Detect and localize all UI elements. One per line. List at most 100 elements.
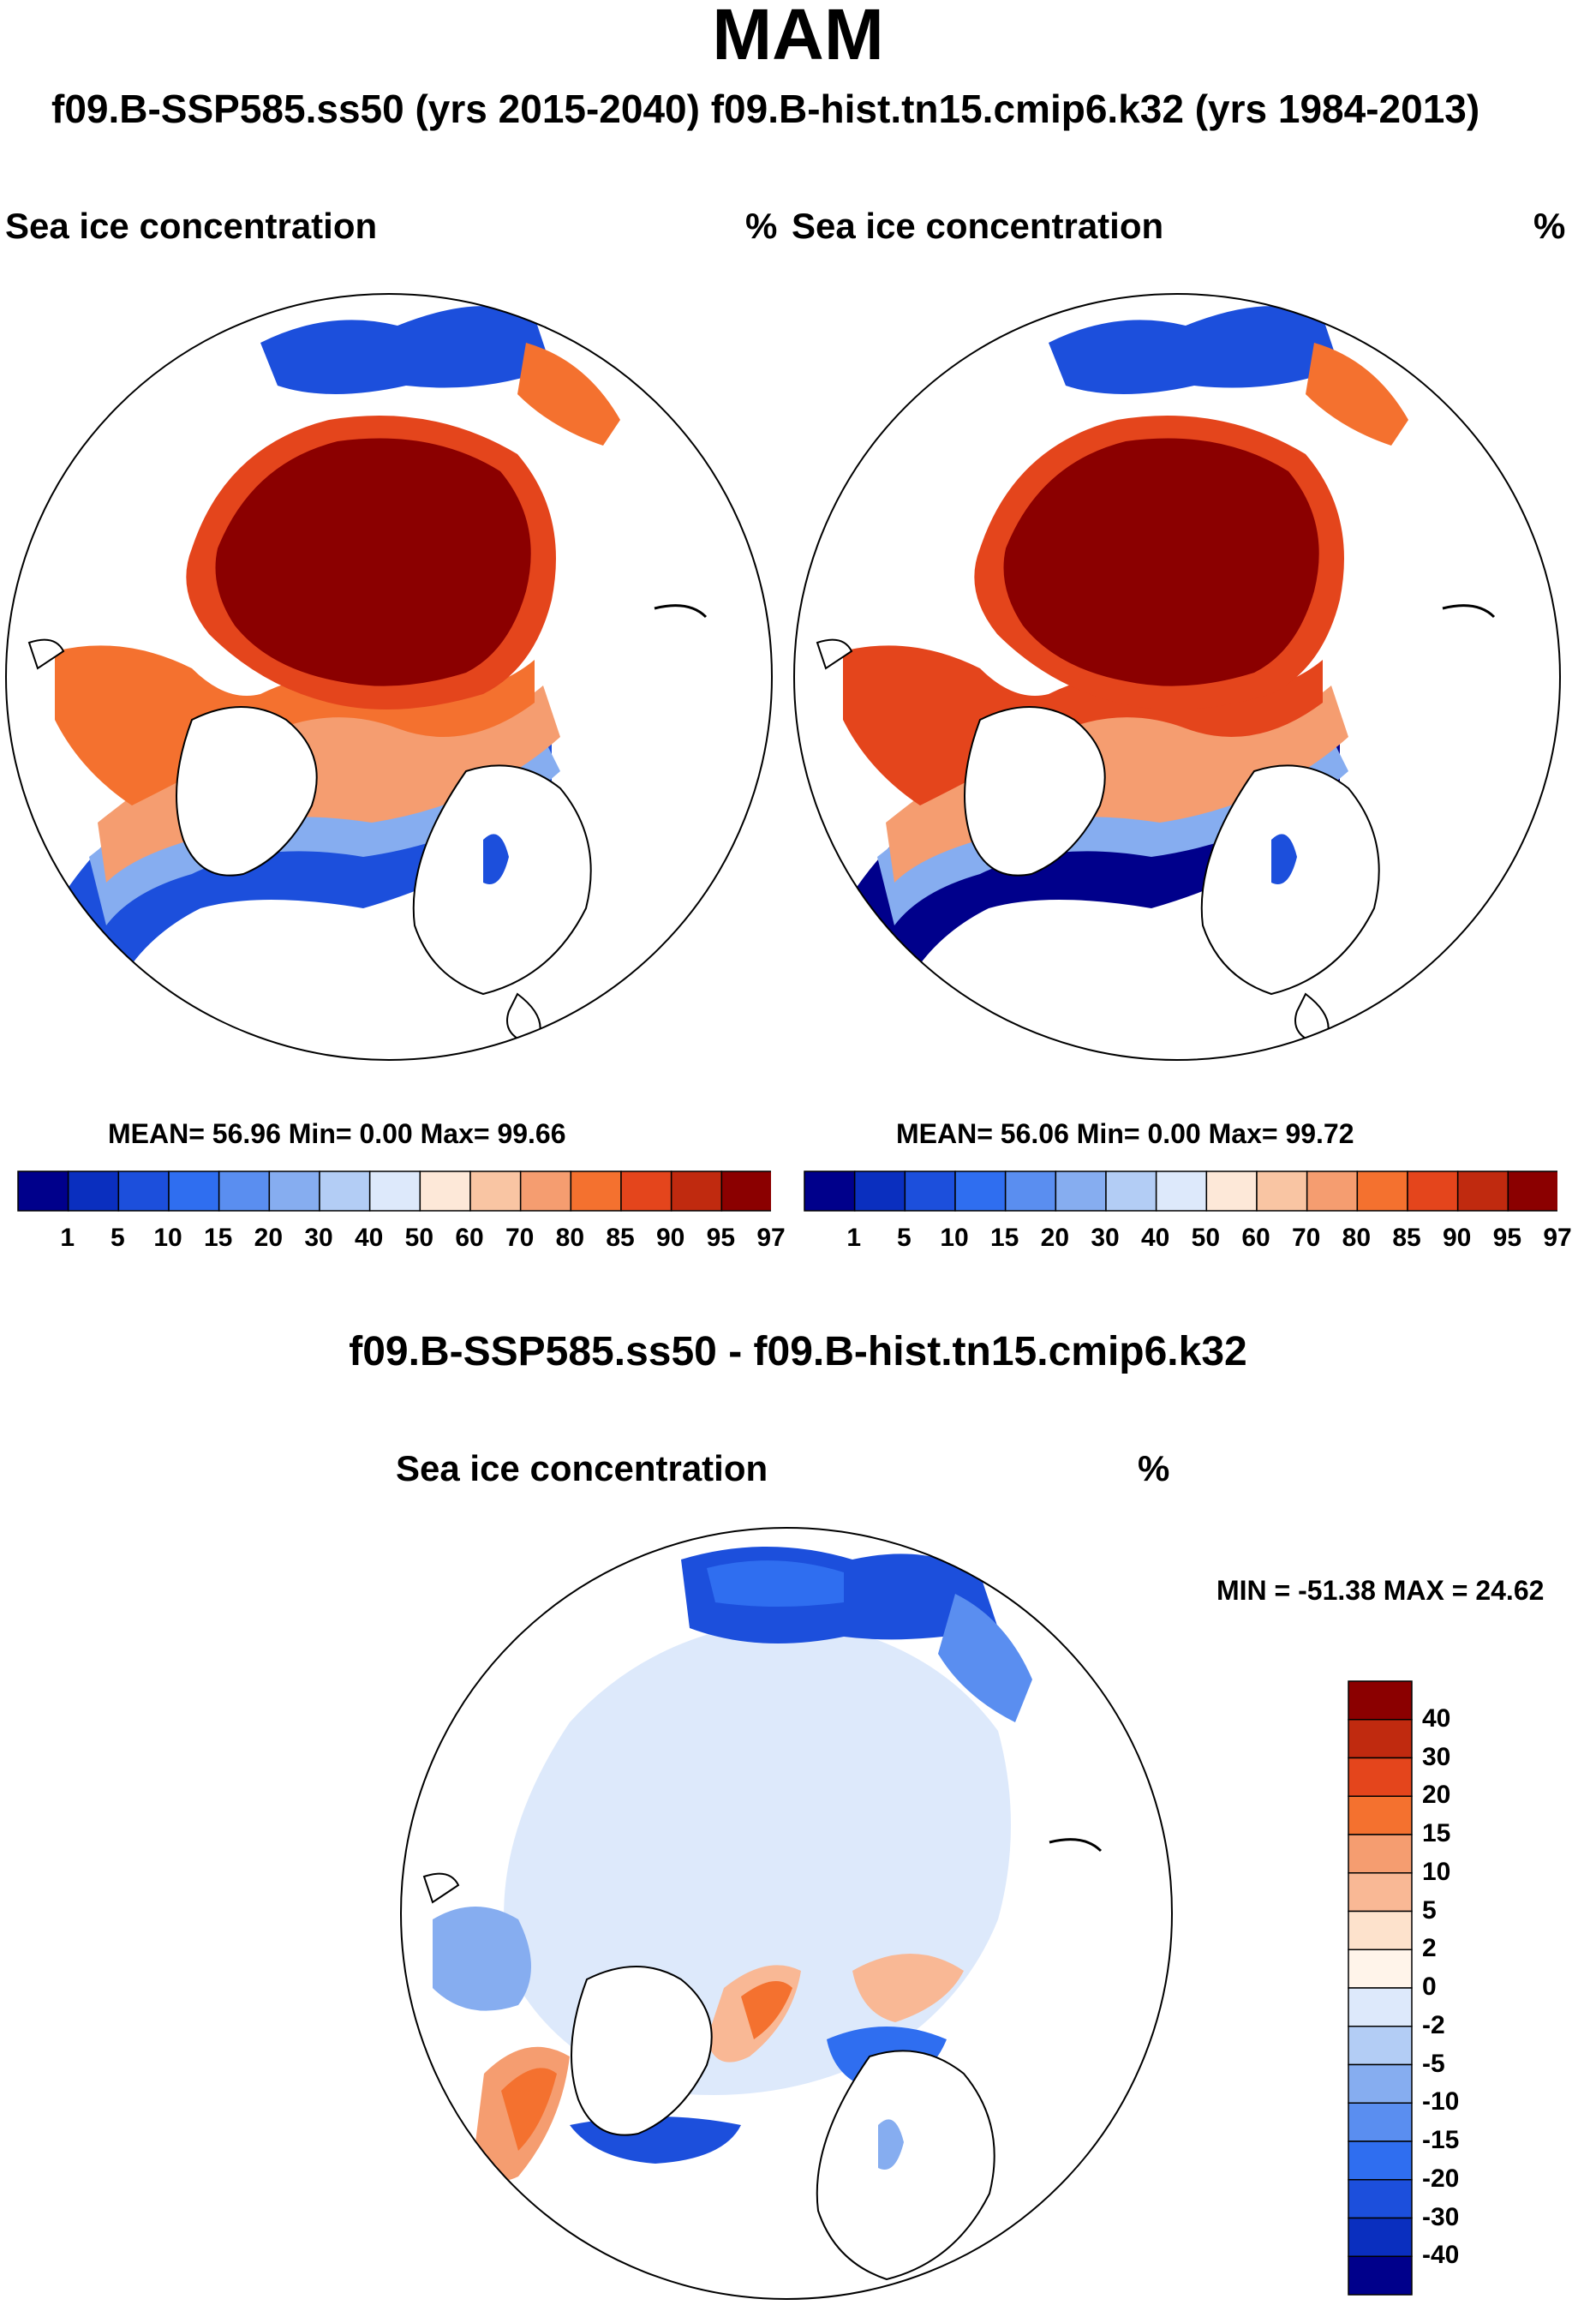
colorbar-tick-label: 90: [1442, 1224, 1472, 1252]
colorbar-swatch: [1105, 1170, 1157, 1212]
colorbar-swatch: [1348, 2102, 1413, 2142]
colorbar-left-labels: 1 5 10 15 20 30 40 50 60 70 80 85 90 95 97: [17, 1224, 785, 1258]
colorbar-swatch: [1348, 1834, 1413, 1874]
colorbar-tick-label: 40: [1422, 1703, 1451, 1733]
colorbar-left: [17, 1170, 771, 1212]
run-header: f09.B-SSP585.ss50 (yrs 2015-2040) f09.B-…: [51, 87, 1480, 131]
colorbar-swatch: [1155, 1170, 1208, 1212]
colorbar-tick-label: 20: [1422, 1781, 1451, 1810]
colorbar-swatch: [804, 1170, 856, 1212]
colorbar-swatch: [570, 1170, 622, 1212]
panel-right-variable: Sea ice concentration: [792, 206, 1164, 246]
colorbar-tick-label: 10: [1422, 1857, 1451, 1886]
panel-right-units: %: [1533, 206, 1566, 246]
difference-title: f09.B-SSP585.ss50 - f09.B-hist.tn15.cmip…: [349, 1329, 1247, 1374]
colorbar-tick-label: 60: [1241, 1224, 1270, 1252]
colorbar-swatch: [1348, 1719, 1413, 1759]
colorbar-swatch: [1348, 2217, 1413, 2257]
colorbar-swatch: [419, 1170, 471, 1212]
colorbar-tick-label: 2: [1422, 1934, 1437, 1963]
colorbar-swatch: [1256, 1170, 1308, 1212]
colorbar-swatch: [1348, 1910, 1413, 1950]
colorbar-tick-label: 15: [1422, 1819, 1451, 1847]
colorbar-right-labels: 1 5 10 15 20 30 40 50 60 70 80 85 90 95 97: [804, 1224, 1571, 1258]
colorbar-swatch: [268, 1170, 320, 1212]
colorbar-tick-label: -40: [1422, 2241, 1460, 2270]
figure-title: MAM: [712, 0, 884, 75]
colorbar-tick-label: 40: [354, 1224, 384, 1252]
colorbar-tick-label: 30: [304, 1224, 333, 1252]
colorbar-swatch: [1306, 1170, 1359, 1212]
colorbar-tick-label: -2: [1422, 2010, 1445, 2039]
colorbar-tick-label: 60: [455, 1224, 484, 1252]
stats-left: MEAN= 56.96 Min= 0.00 Max= 99.66: [108, 1118, 566, 1149]
colorbar-swatch: [1348, 1872, 1413, 1913]
colorbar-tick-label: -20: [1422, 2164, 1460, 2193]
colorbar-swatch: [904, 1170, 956, 1212]
colorbar-tick-label: -10: [1422, 2087, 1460, 2116]
colorbar-tick-label: 1: [846, 1224, 861, 1252]
colorbar-tick-label: -5: [1422, 2049, 1445, 2078]
colorbar-tick-label: 95: [1492, 1224, 1522, 1252]
colorbar-tick-label: 90: [655, 1224, 685, 1252]
colorbar-tick-label: 85: [606, 1224, 635, 1252]
colorbar-tick-label: 5: [110, 1224, 125, 1252]
colorbar-swatch: [1348, 2026, 1413, 2066]
colorbar-tick-label: 85: [1392, 1224, 1421, 1252]
colorbar-tick-label: 10: [153, 1224, 182, 1252]
colorbar-swatch: [1348, 1987, 1413, 2027]
colorbar-tick-label: 15: [203, 1224, 233, 1252]
colorbar-difference: [1348, 1680, 1413, 2296]
colorbar-swatch: [1348, 1949, 1413, 1989]
colorbar-tick-label: 20: [1040, 1224, 1070, 1252]
colorbar-swatch: [620, 1170, 672, 1212]
panel-left-variable: Sea ice concentration: [5, 206, 378, 246]
colorbar-tick-label: 80: [1342, 1224, 1372, 1252]
colorbar-tick-label: 30: [1422, 1742, 1451, 1771]
colorbar-tick-label: -15: [1422, 2126, 1460, 2154]
difference-minmax: MIN = -51.38 MAX = 24.62: [1216, 1575, 1545, 1606]
colorbar-swatch: [1348, 2140, 1413, 2181]
colorbar-tick-label: 80: [555, 1224, 585, 1252]
panel-left-units: %: [745, 206, 778, 246]
colorbar-swatch: [168, 1170, 220, 1212]
colorbar-swatch: [319, 1170, 371, 1212]
map-ssp585: [5, 293, 773, 1061]
colorbar-swatch: [853, 1170, 906, 1212]
colorbar-swatch: [1456, 1170, 1509, 1212]
colorbar-tick-label: 70: [505, 1224, 535, 1252]
colorbar-tick-label: 30: [1091, 1224, 1120, 1252]
colorbar-tick-label: -30: [1422, 2202, 1460, 2231]
colorbar-tick-label: 1: [60, 1224, 75, 1252]
colorbar-swatch: [1507, 1170, 1557, 1212]
difference-variable: Sea ice concentration: [396, 1448, 768, 1488]
colorbar-swatch: [1356, 1170, 1408, 1212]
colorbar-difference-labels: 40 30 20 15 10 5 2 0 -2 -5 -10 -15 -20 -30 -40: [1422, 1679, 1525, 2296]
difference-units: %: [1138, 1448, 1170, 1488]
colorbar-swatch: [17, 1170, 69, 1212]
colorbar-swatch: [1348, 2063, 1413, 2104]
colorbar-tick-label: 15: [989, 1224, 1019, 1252]
colorbar-swatch: [368, 1170, 421, 1212]
colorbar-tick-label: 5: [896, 1224, 912, 1252]
stats-right: MEAN= 56.06 Min= 0.00 Max= 99.72: [896, 1118, 1354, 1149]
colorbar-swatch: [67, 1170, 120, 1212]
colorbar-tick-label: 95: [706, 1224, 736, 1252]
colorbar-tick-label: 0: [1422, 1973, 1437, 2001]
colorbar-swatch: [1348, 2179, 1413, 2219]
colorbar-swatch: [519, 1170, 572, 1212]
colorbar-tick-label: 50: [404, 1224, 434, 1252]
colorbar-swatch: [1348, 1680, 1413, 1721]
colorbar-swatch: [1055, 1170, 1107, 1212]
colorbar-swatch: [1348, 1757, 1413, 1797]
colorbar-swatch: [218, 1170, 271, 1212]
colorbar-swatch: [1348, 1795, 1413, 1835]
colorbar-swatch: [117, 1170, 170, 1212]
colorbar-tick-label: 70: [1291, 1224, 1321, 1252]
colorbar-tick-label: 40: [1140, 1224, 1170, 1252]
colorbar-swatch: [954, 1170, 1007, 1212]
colorbar-swatch: [1205, 1170, 1258, 1212]
colorbar-swatch: [670, 1170, 723, 1212]
colorbar-right: [804, 1170, 1557, 1212]
colorbar-tick-label: 20: [254, 1224, 284, 1252]
